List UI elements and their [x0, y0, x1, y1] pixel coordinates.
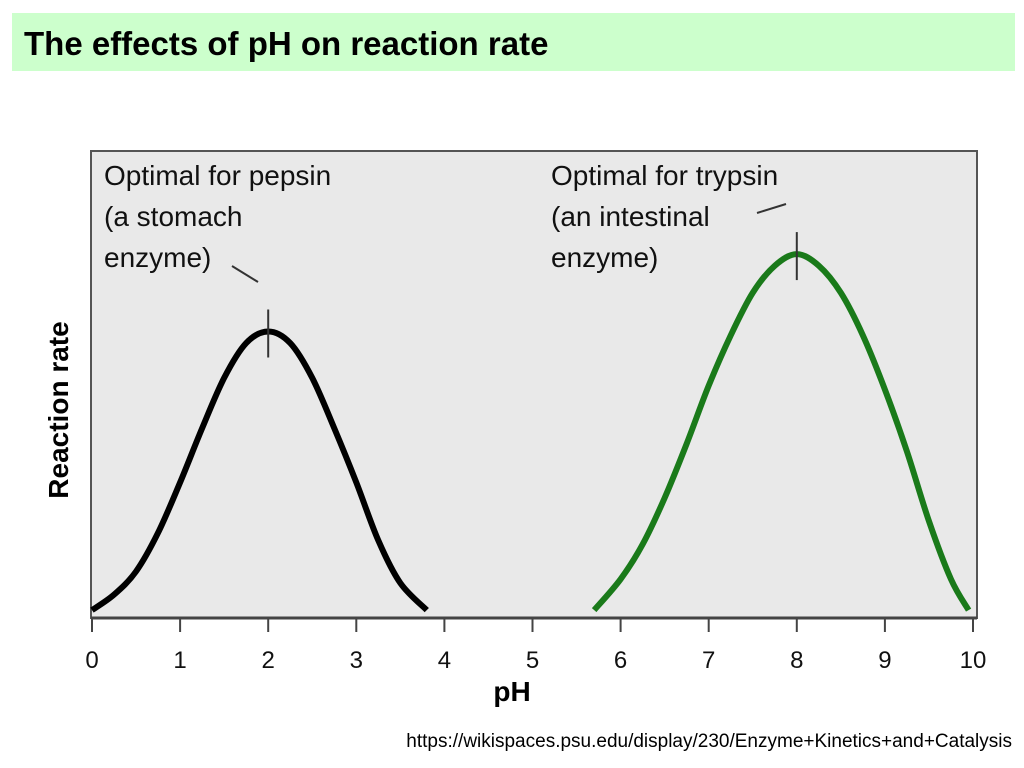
x-tick-label: 8: [790, 647, 803, 674]
source-url: https://wikispaces.psu.edu/display/230/E…: [406, 731, 1012, 752]
y-axis-label: Reaction rate: [43, 321, 74, 499]
x-tick-label: 9: [878, 647, 891, 674]
annotation-1-line-2: (a stomach: [104, 201, 243, 232]
x-tick-label: 7: [702, 647, 715, 674]
annotation-1-line-3: enzyme): [104, 242, 211, 273]
annotation-2-line-3: enzyme): [551, 242, 658, 273]
annotation-1-line-1: Optimal for pepsin: [104, 160, 331, 191]
x-tick-label: 1: [173, 647, 186, 674]
plot-area: [90, 150, 978, 619]
annotation-leader-2: [756, 203, 787, 214]
series-line-2: [591, 251, 972, 613]
annotation-2-line-2: (an intestinal: [551, 201, 710, 232]
title-bar: The effects of pH on reaction rate: [12, 13, 1015, 71]
x-tick-label: 10: [960, 647, 987, 674]
slide-title: The effects of pH on reaction rate: [24, 25, 549, 62]
x-tick-label: 5: [526, 647, 539, 674]
x-tick-label: 3: [350, 647, 363, 674]
x-tick-label: 0: [85, 647, 98, 674]
x-tick-label: 4: [438, 647, 451, 674]
series-line-1: [90, 328, 429, 613]
x-tick-label: 6: [614, 647, 627, 674]
x-axis-label: pH: [493, 676, 531, 707]
x-tick-label: 2: [262, 647, 275, 674]
annotation-2-line-1: Optimal for trypsin: [551, 160, 778, 191]
annotation-leader-1: [231, 265, 259, 283]
